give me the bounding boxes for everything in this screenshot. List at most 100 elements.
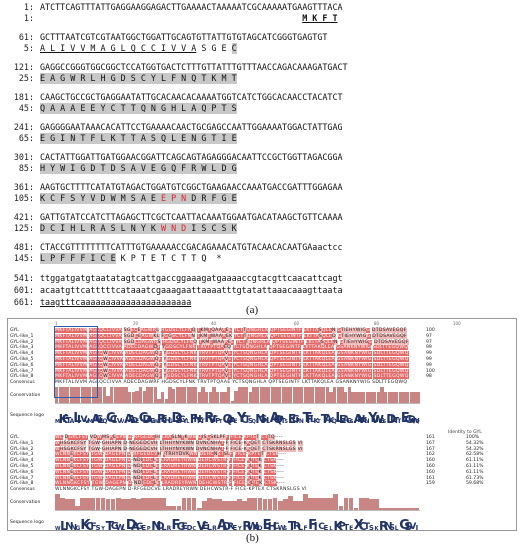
logo-letter: V bbox=[84, 417, 90, 425]
aa-segment: D R F G E bbox=[186, 193, 237, 204]
logo-letter: P bbox=[146, 526, 151, 532]
conservation-bar bbox=[181, 498, 187, 510]
aa-line: 5: A L I V V M A G L Q C C I V V A S G E … bbox=[4, 43, 518, 54]
row-end-position: 161 bbox=[426, 475, 435, 481]
alignment-row-sequence: WLNNGKCFSY TGW-DAGEPN D-NDIEDCLE LRADREY… bbox=[55, 481, 285, 487]
identity-value: 61.11% bbox=[466, 458, 484, 464]
conservation-bar bbox=[384, 508, 389, 510]
logo-letter: I bbox=[313, 520, 318, 532]
conservation-bar bbox=[389, 508, 394, 510]
conservation-bar bbox=[257, 498, 263, 510]
conservation-bar bbox=[182, 387, 187, 403]
conservation-bar bbox=[105, 499, 111, 510]
logo-letter: M bbox=[55, 419, 60, 425]
logo-letter: K bbox=[328, 416, 335, 425]
identity-value: 62.58% bbox=[466, 452, 484, 458]
logo-letter: Y bbox=[101, 526, 105, 532]
logo-letter: Q bbox=[408, 415, 416, 425]
logo-letter: C bbox=[178, 415, 186, 425]
nt-line: 301: CACTATTGGATTGATGGAACGGATTCAGCAGTAGAG… bbox=[4, 152, 518, 163]
alignment-row-sequence: MKFTALIVVM AGLQCCIVVA SGDCEAGWKL FGGSCYL… bbox=[55, 333, 407, 339]
sequence-logo-label: Sequence logo bbox=[10, 520, 44, 525]
logo-letter: T bbox=[65, 416, 72, 425]
logo-letter: P bbox=[215, 417, 221, 425]
conservation-bar bbox=[340, 387, 344, 403]
alignment-row-label: GYL-like_3 bbox=[10, 345, 34, 351]
conservation-bar bbox=[80, 387, 84, 403]
nt-line: 241: GAGGGGAATAAACACATTCCTGAAAACAACTGCGAG… bbox=[4, 122, 518, 133]
conservation-bar bbox=[373, 392, 377, 403]
row-end-position: 159 bbox=[426, 481, 435, 487]
conservation-label: Conservation bbox=[10, 500, 41, 505]
conservation-bar bbox=[282, 499, 288, 510]
sequence-block: 301: CACTATTGGATTGATGGAACGGATTCAGCAGTAGAG… bbox=[4, 152, 518, 182]
conservation-bar bbox=[230, 401, 234, 403]
conservation-bar bbox=[338, 506, 344, 510]
aa-segment: I S C S K bbox=[186, 223, 237, 234]
logo-letter: G bbox=[346, 417, 352, 425]
conservation-bar bbox=[222, 501, 227, 510]
nt-position: 421: bbox=[13, 212, 34, 222]
conservation-bar bbox=[237, 499, 243, 510]
conservation-bar bbox=[226, 387, 231, 403]
conservation-bar bbox=[384, 392, 388, 403]
logo-letter: L bbox=[161, 523, 167, 532]
conservation-bar bbox=[91, 387, 95, 403]
logo-letter: D bbox=[131, 416, 139, 425]
sequence-block: 121: GAGGCCGGGTGGCGGCTCCATGGTGACTCTTTGTTA… bbox=[4, 62, 518, 92]
alignment-panel: 120406080100GYLMKFTALIVVM AGLQCCIVVA SGE… bbox=[7, 318, 517, 532]
nt-line: 481: CTACCGTTTTTTTTCATTTGTGAAAAACCGACAGAA… bbox=[4, 242, 518, 253]
conservation-bar bbox=[416, 392, 421, 403]
logo-letter: T bbox=[397, 418, 402, 425]
conservation-bar bbox=[409, 508, 415, 510]
conservation-bar bbox=[55, 387, 59, 403]
conservation-bar bbox=[347, 387, 351, 403]
alignment-row-label: GYL-like_3 bbox=[10, 452, 34, 458]
conservation-bar bbox=[299, 387, 304, 403]
aa-line: 145: L P F F F I C E K P T E T C T T Q * bbox=[4, 253, 518, 264]
utr-line: 601: acaatgttcatttttcataaatcgaaagaattaaaa… bbox=[4, 284, 518, 296]
alignment-row-label: GYL-like_4 bbox=[10, 351, 34, 357]
logo-letter: K bbox=[196, 416, 204, 425]
logo-letter: T bbox=[105, 519, 114, 532]
conservation-bar bbox=[168, 387, 172, 403]
alignment-row-sequence: WLNNEKCFSY TGW-DAGEPN D-NDIEDCLE LRADREY… bbox=[55, 458, 285, 464]
row-end-position: 100 bbox=[426, 328, 435, 333]
aa-segment: M K F T bbox=[302, 13, 338, 23]
logo-letter: H bbox=[267, 520, 277, 532]
nt-position: 181: bbox=[13, 92, 34, 102]
identity-value: 61.11% bbox=[466, 469, 484, 475]
conservation-bar bbox=[135, 391, 139, 403]
conservation-bar bbox=[274, 387, 278, 403]
conservation-bar bbox=[328, 498, 334, 510]
conservation-bar bbox=[362, 392, 366, 403]
logo-letter: G bbox=[110, 521, 119, 532]
logo-letter: L bbox=[121, 525, 126, 532]
alignment-row-sequence: MKFTALIVVM AGLQWCIVVA ADECDAGWQF YGDSCYL… bbox=[55, 362, 409, 368]
alignment-row-sequence: WLNNEKCFSY TGW-DAGEPN D-NDIEDCLE LRADREY… bbox=[55, 475, 285, 481]
conservation-bar bbox=[373, 499, 379, 510]
conservation-bar bbox=[73, 387, 77, 403]
logo-letter: W bbox=[115, 523, 125, 532]
conservation-bar bbox=[84, 387, 88, 403]
conservation-bar bbox=[201, 387, 205, 403]
identity-value: 54.32% bbox=[466, 446, 484, 452]
alignment-row-sequence: MKFTALIVVM AGLQWCIVVA ADECDAGWQF YGDSCYL… bbox=[55, 357, 409, 362]
conservation-bar bbox=[161, 498, 167, 510]
logo-letter: T bbox=[244, 415, 251, 425]
logo-letter: G bbox=[136, 522, 144, 532]
logo-letter: S bbox=[404, 520, 413, 532]
row-end-position: 99 bbox=[426, 351, 432, 357]
sequence-block: 421: GATTGTATCCATCTTAGAGCTTCGCTCAATTACAAA… bbox=[4, 212, 518, 242]
consensus-sequence: WLNNGKCFSY TGW-DAGEPN D-RFGEDCVE LRADREY… bbox=[55, 487, 307, 493]
conservation-bar bbox=[354, 392, 359, 403]
nt-sequence: AAGTGCTTTTCATATGTAGACTGGATGTCGGCTGAAGAAC… bbox=[40, 182, 343, 192]
conservation-bar bbox=[303, 494, 308, 510]
conservation-bar bbox=[336, 387, 340, 403]
nt-line: 1: ATCTTCAGTTTATTGAGGAAGGAGACTTGAAAACTAAA… bbox=[4, 2, 518, 13]
conservation-bar bbox=[176, 506, 182, 510]
alignment-row-sequence: WHSGKCFSY TGW-GHIAPN D-NEGEDCVH LTHHYNYK… bbox=[55, 446, 303, 452]
conservation-bar bbox=[399, 508, 405, 510]
logo-letter: T bbox=[211, 415, 218, 425]
